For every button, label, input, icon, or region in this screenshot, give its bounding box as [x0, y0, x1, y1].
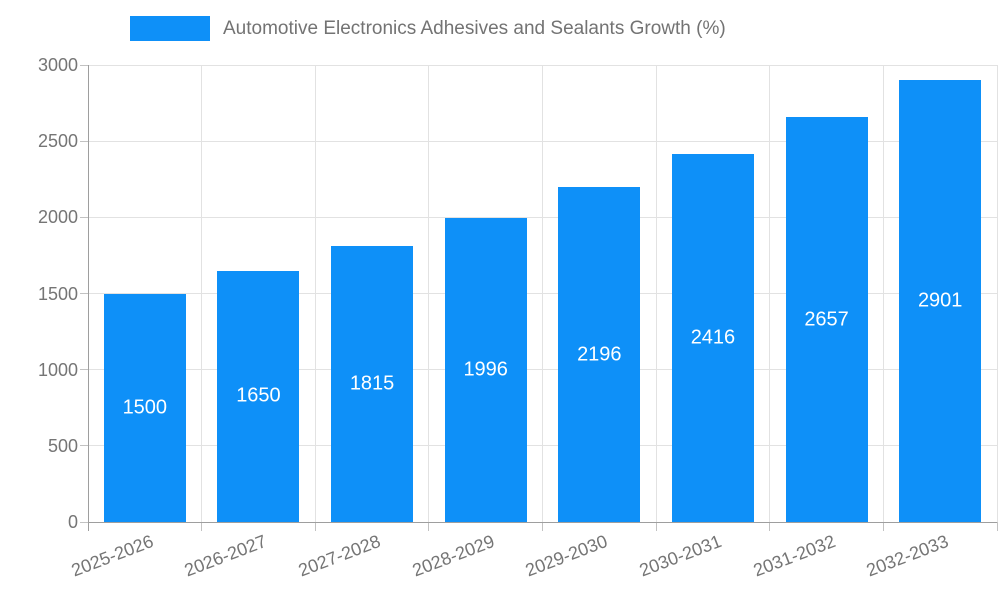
x-axis-category-label: 2028-2029: [409, 531, 497, 581]
y-axis-tick-mark: [80, 293, 88, 294]
bar-value-label: 1500: [122, 396, 168, 419]
bar-value-label: 2196: [577, 343, 622, 366]
x-axis-category-label: 2026-2027: [182, 531, 270, 581]
y-axis-tick-mark: [80, 445, 88, 447]
gridline-vertical: [314, 65, 316, 522]
x-axis-category-label: 2029-2030: [522, 531, 611, 581]
bar-2027-2028[interactable]: [331, 245, 414, 522]
legend-swatch-icon: [130, 16, 210, 41]
bar-value-label: 1996: [463, 358, 508, 381]
bar-value-label: 2901: [917, 289, 963, 312]
y-axis-tick-mark: [80, 140, 88, 142]
bar-2032-2033[interactable]: [899, 80, 982, 522]
bar-value-label: 2416: [690, 326, 736, 349]
gridline-vertical: [882, 65, 884, 522]
gridline-vertical: [542, 65, 543, 522]
x-axis-tick-mark: [769, 522, 771, 531]
bar-2028-2029[interactable]: [444, 217, 527, 522]
y-axis-tick-mark: [80, 216, 88, 218]
gridline-vertical: [996, 65, 998, 522]
bar-2029-2030[interactable]: [558, 187, 641, 522]
bar-value-label: 1815: [349, 372, 395, 395]
x-axis-category-label: 2032-2033: [863, 531, 952, 581]
x-axis-line: [88, 521, 997, 523]
y-axis-tick-mark: [80, 521, 88, 523]
bar-2030-2031[interactable]: [671, 153, 754, 522]
y-axis-tick-label: 2500: [37, 131, 78, 152]
x-axis-tick-mark: [655, 522, 657, 531]
x-axis-category-label: 2027-2028: [295, 531, 384, 581]
gridline-vertical: [428, 65, 430, 522]
y-axis-tick-mark: [80, 369, 88, 371]
x-axis-tick-mark: [201, 522, 203, 531]
x-axis-category-label: 2030-2031: [636, 531, 725, 581]
x-axis-tick-mark: [882, 522, 884, 531]
chart-title: Automotive Electronics Adhesives and Sea…: [223, 17, 726, 39]
y-axis-tick-mark: [80, 64, 88, 66]
gridline-vertical: [769, 65, 771, 522]
gridline-vertical: [655, 65, 657, 522]
y-axis-tick-label: 0: [67, 512, 78, 532]
x-axis-tick-mark: [428, 522, 430, 531]
bar-2031-2032[interactable]: [785, 117, 868, 522]
y-axis-tick-label: 2000: [37, 207, 78, 228]
bar-2026-2027[interactable]: [217, 270, 300, 522]
bar-value-label: 1650: [236, 384, 281, 407]
x-axis-category-label: 2025-2026: [68, 531, 156, 581]
chart-legend[interactable]: Automotive Electronics Adhesives and Sea…: [130, 16, 726, 41]
bar-value-label: 2657: [804, 308, 849, 331]
y-axis-line: [87, 65, 89, 531]
x-axis-tick-mark: [542, 522, 543, 531]
bar-2025-2026[interactable]: [103, 293, 186, 522]
x-axis-category-label: 2031-2032: [750, 531, 838, 581]
y-axis-tick-label: 1500: [37, 283, 78, 304]
gridline-vertical: [201, 65, 203, 522]
x-axis-tick-mark: [996, 522, 998, 531]
y-axis-tick-label: 500: [47, 435, 78, 456]
y-axis-tick-label: 1000: [37, 359, 78, 380]
y-axis-tick-label: 3000: [37, 55, 78, 75]
x-axis-tick-mark: [314, 522, 316, 531]
